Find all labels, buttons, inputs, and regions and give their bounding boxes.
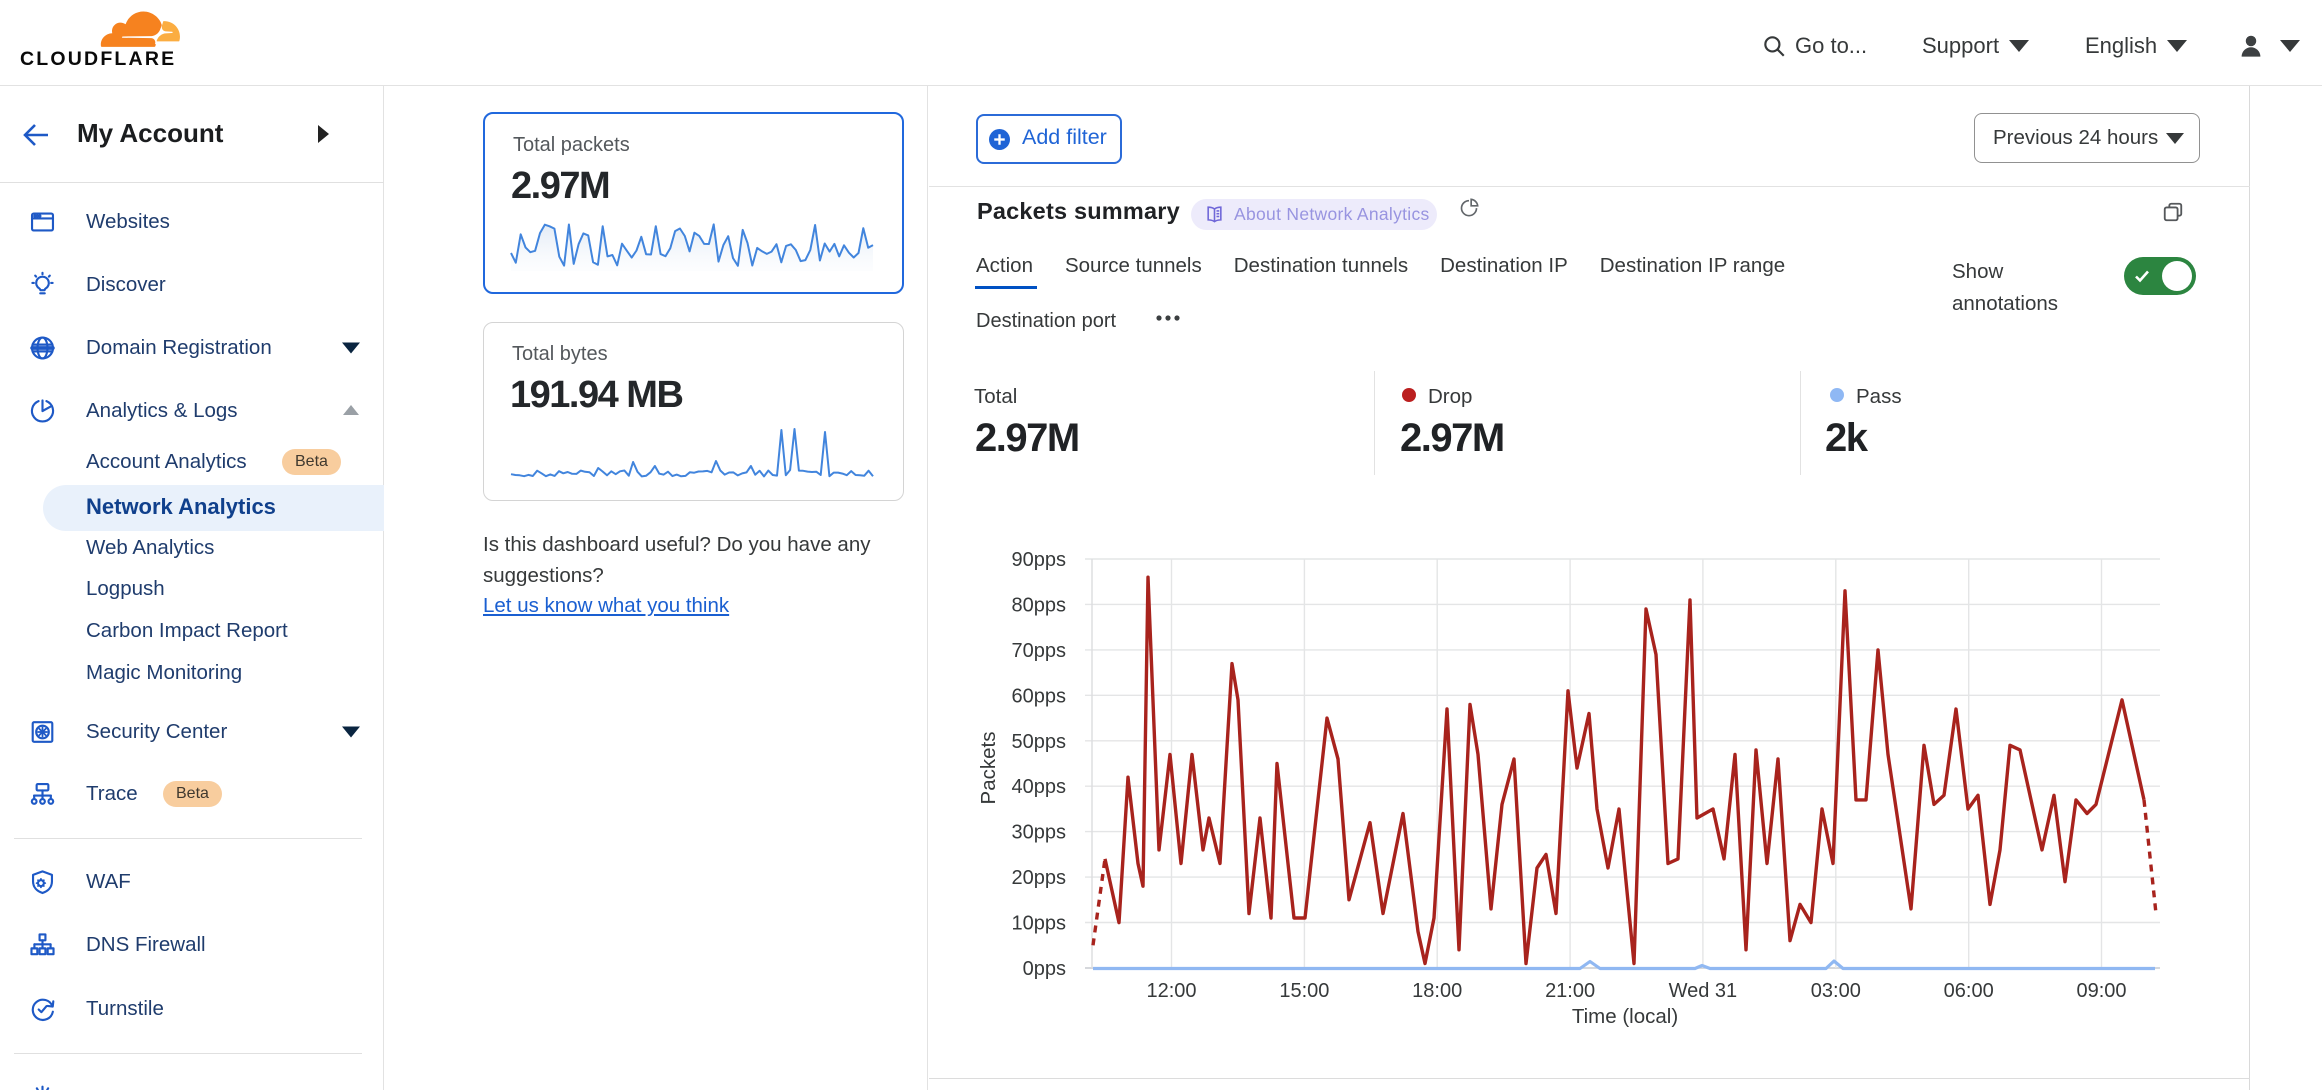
svg-text:12:00: 12:00 (1146, 980, 1196, 1002)
svg-text:50pps: 50pps (1012, 731, 1067, 753)
svg-text:40pps: 40pps (1012, 776, 1067, 798)
svg-text:70pps: 70pps (1012, 640, 1067, 662)
svg-text:10pps: 10pps (1012, 913, 1067, 935)
svg-text:90pps: 90pps (1012, 549, 1067, 571)
svg-text:Time (local): Time (local) (1572, 1005, 1678, 1028)
svg-text:03:00: 03:00 (1811, 980, 1861, 1002)
svg-text:18:00: 18:00 (1412, 980, 1462, 1002)
svg-text:Wed 31: Wed 31 (1669, 980, 1738, 1002)
svg-text:06:00: 06:00 (1944, 980, 1994, 1002)
svg-text:Packets: Packets (977, 732, 1000, 805)
svg-text:80pps: 80pps (1012, 594, 1067, 616)
svg-text:30pps: 30pps (1012, 822, 1067, 844)
svg-text:60pps: 60pps (1012, 685, 1067, 707)
svg-text:21:00: 21:00 (1545, 980, 1595, 1002)
svg-text:0pps: 0pps (1023, 958, 1066, 980)
svg-text:15:00: 15:00 (1279, 980, 1329, 1002)
svg-text:09:00: 09:00 (2076, 980, 2126, 1002)
svg-text:20pps: 20pps (1012, 867, 1067, 889)
